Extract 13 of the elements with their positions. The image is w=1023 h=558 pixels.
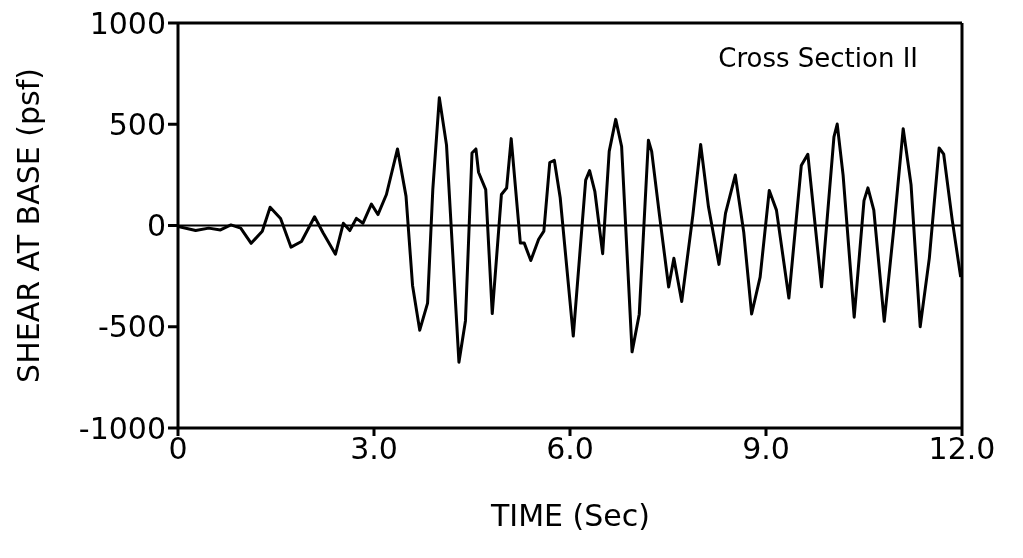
y-tick-label: -1000 xyxy=(78,410,166,446)
x-tick-label: 6.0 xyxy=(546,431,594,467)
y-tick-label: 500 xyxy=(108,106,166,142)
x-axis-title: TIME (Sec) xyxy=(490,498,651,533)
y-tick-label: -500 xyxy=(97,309,166,345)
x-tick-label: 9.0 xyxy=(742,431,790,467)
x-tick-label: 3.0 xyxy=(350,431,398,467)
y-axis-title: SHEAR AT BASE (psf) xyxy=(10,67,46,383)
annotation: Cross Section II xyxy=(718,43,918,73)
x-tick-label: 0 xyxy=(168,431,188,467)
x-tick-label: 12.0 xyxy=(928,431,996,467)
y-tick-label: 1000 xyxy=(89,5,166,41)
y-tick-label: 0 xyxy=(146,208,166,244)
